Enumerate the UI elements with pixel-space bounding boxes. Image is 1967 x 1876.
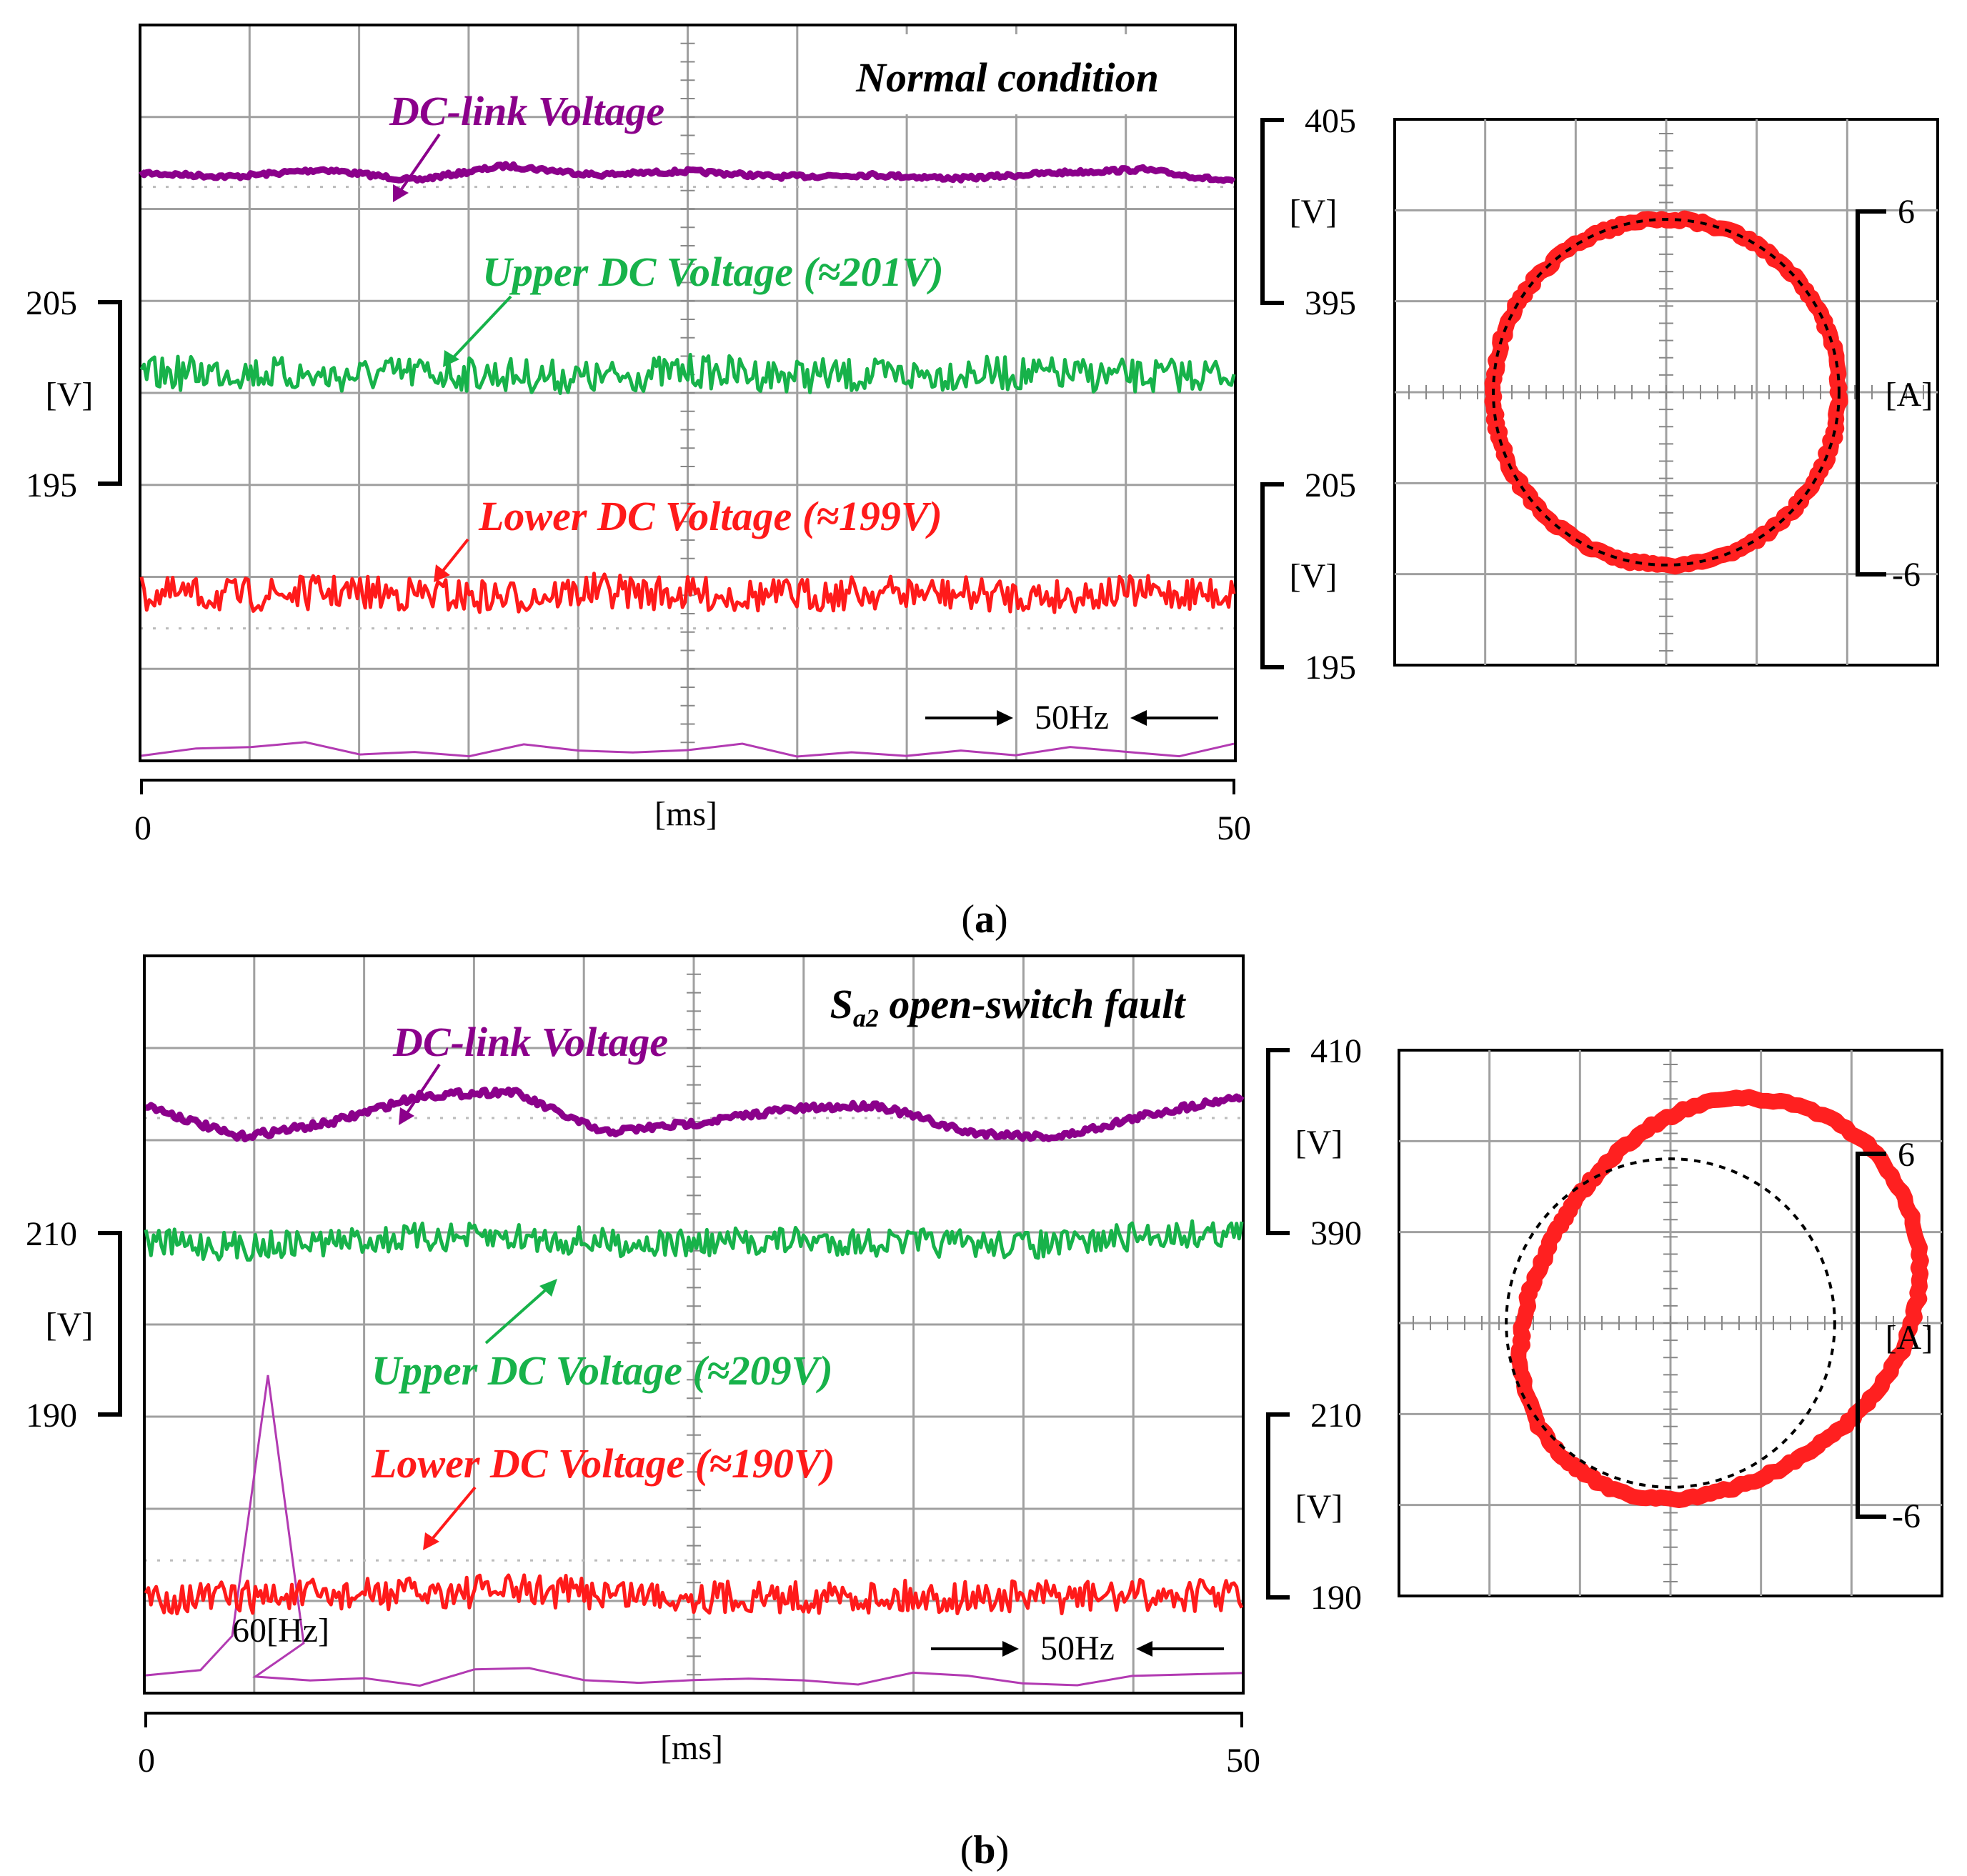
panel-a-right-scale-top-min: 395 xyxy=(1305,284,1356,322)
panel-a: Normal condition DC-link Voltage Upper D… xyxy=(26,24,1939,942)
panel-a-upper-line xyxy=(139,352,1236,395)
panel-b-frequency-marker: 50Hz xyxy=(931,1630,1224,1667)
panel-b-current-plot xyxy=(1398,1049,1943,1597)
panel-a-dclink-label: DC-link Voltage xyxy=(389,88,664,134)
panel-a-caption: (a) xyxy=(961,897,1007,942)
panel-b-dclink-line xyxy=(145,1086,1245,1143)
panel-a-spectrum-trace xyxy=(141,741,1235,758)
panel-a-scope-frame xyxy=(139,24,1237,762)
panel-a-right-scale-bottom-max: 205 xyxy=(1305,466,1356,504)
panel-b-dclink-trace xyxy=(145,1086,1245,1143)
panel-b-lower-arrow xyxy=(427,1486,477,1545)
panel-a-lower-arrowhead xyxy=(434,564,450,582)
panel-b-dclink-label: DC-link Voltage xyxy=(392,1019,668,1065)
panel-a-spectrum-line xyxy=(141,741,1235,758)
panel-b: Sa2 open-switch fault DC-link Voltage Up… xyxy=(26,954,1943,1872)
panel-a-right-scale-bottom: 205 [V] 195 xyxy=(1260,466,1356,687)
panel-b-current-scale-top: 6 xyxy=(1898,1136,1915,1174)
panel-b-time-axis: 0 [ms] 50 xyxy=(138,1712,1260,1780)
panel-b-right-scale-top: 410 [V] 390 xyxy=(1266,1032,1362,1252)
panel-a-dclink-arrowhead xyxy=(393,184,409,202)
panel-b-spike-label: 60[Hz] xyxy=(232,1612,329,1650)
panel-a-current-scale-top: 6 xyxy=(1898,193,1915,231)
panel-a-condition-box xyxy=(799,34,1227,114)
panel-b-upper-line xyxy=(144,1219,1244,1262)
panel-b-scope-frame xyxy=(143,954,1245,1695)
panel-b-right-scale-bottom: 210 [V] 190 xyxy=(1266,1397,1362,1617)
panel-b-time-unit: [ms] xyxy=(660,1729,723,1767)
panel-a-left-scale-top: 205 xyxy=(26,284,77,322)
panel-b-lower-label: Lower DC Voltage (≈190V) xyxy=(371,1440,835,1487)
panel-a-condition-label: Normal condition xyxy=(855,54,1159,101)
panel-a-left-scale-unit: [V] xyxy=(46,376,94,414)
panel-b-caption: (b) xyxy=(960,1828,1009,1872)
panel-a-dclink-trace xyxy=(139,161,1236,185)
panel-b-time-end: 50 xyxy=(1226,1742,1260,1780)
panel-a-right-scale-top: 405 [V] 395 xyxy=(1260,102,1356,322)
panel-a-lower-line xyxy=(139,572,1236,614)
panel-b-frequency-label: 50Hz xyxy=(1040,1630,1115,1667)
panel-a-upper-trace xyxy=(139,352,1236,395)
panel-b-dclink-arrowhead xyxy=(399,1107,414,1125)
panel-b-lower-line xyxy=(144,1573,1244,1616)
panel-b-current-scale: 6 [A] -6 xyxy=(1856,1136,1933,1535)
panel-a-left-scale-bottom: 195 xyxy=(26,466,77,504)
panel-b-lower-trace xyxy=(144,1573,1244,1616)
panel-b-left-scale-bottom: 190 xyxy=(26,1397,77,1435)
panel-b-left-scale-top: 210 xyxy=(26,1215,77,1253)
panel-a-frequency-label: 50Hz xyxy=(1035,699,1109,737)
panel-a-time-end: 50 xyxy=(1217,809,1251,847)
panel-a-left-scale: 205 [V] 195 xyxy=(26,284,122,504)
panel-b-current-scale-bottom: -6 xyxy=(1892,1497,1921,1535)
panel-b-time-start: 0 xyxy=(138,1742,155,1780)
panel-b-right-scale-top-unit: [V] xyxy=(1295,1124,1343,1162)
panel-a-current-scale: 6 [A] -6 xyxy=(1856,193,1933,594)
panel-a-lower-label: Lower DC Voltage (≈199V) xyxy=(478,493,942,539)
panel-b-dclink-arrow xyxy=(402,1063,441,1119)
panel-b-upper-label: Upper DC Voltage (≈209V) xyxy=(372,1347,833,1394)
panel-b-right-scale-bottom-min: 190 xyxy=(1310,1579,1362,1617)
panel-a-lower-arrow xyxy=(438,538,469,577)
panel-a-scope-grid xyxy=(140,24,1235,762)
panel-b-current-scale-unit: [A] xyxy=(1886,1319,1933,1357)
panel-b-upper-trace xyxy=(144,1219,1244,1262)
panel-b-lower-arrowhead xyxy=(423,1532,439,1550)
panel-b-current-reference-circle xyxy=(1505,1157,1836,1489)
panel-a-upper-label: Upper DC Voltage (≈201V) xyxy=(482,249,944,295)
panel-a-current-reference-circle xyxy=(1492,218,1841,567)
panel-b-right-scale-bottom-max: 210 xyxy=(1310,1397,1362,1435)
panel-b-right-scale-top-min: 390 xyxy=(1310,1214,1362,1252)
panel-b-upper-arrowhead xyxy=(539,1279,557,1297)
panel-b-condition-label: Sa2 open-switch fault xyxy=(830,981,1187,1032)
panel-a-current-plot xyxy=(1393,118,1939,667)
panel-b-spectrum-trace xyxy=(145,1374,1243,1687)
panel-a-time-start: 0 xyxy=(134,809,151,847)
panel-a-time-unit: [ms] xyxy=(654,795,717,833)
panel-a-right-scale-top-max: 405 xyxy=(1305,102,1356,140)
panel-a-lower-trace xyxy=(139,572,1236,614)
panel-b-current-trajectory xyxy=(1510,1089,1929,1508)
panel-a-upper-arrowhead xyxy=(443,350,459,367)
panel-a-right-scale-bottom-unit: [V] xyxy=(1290,557,1338,595)
panel-b-right-scale-bottom-unit: [V] xyxy=(1295,1488,1343,1526)
panel-a-current-scale-bottom: -6 xyxy=(1892,556,1921,594)
panel-a-upper-arrow xyxy=(449,295,512,362)
panel-a-dclink-line xyxy=(139,161,1236,185)
panel-b-left-scale-unit: [V] xyxy=(46,1306,94,1344)
panel-b-left-scale: 210 [V] 190 xyxy=(26,1215,122,1435)
panel-a-dclink-arrow xyxy=(395,133,441,198)
panel-b-upper-arrow xyxy=(484,1284,552,1344)
panel-a-right-scale-top-unit: [V] xyxy=(1290,193,1338,231)
panel-a-current-scale-unit: [A] xyxy=(1886,376,1933,414)
panel-b-spectrum-line xyxy=(145,1374,1243,1687)
panel-a-time-axis: 0 [ms] 50 xyxy=(134,779,1251,847)
panel-a-frequency-marker: 50Hz xyxy=(925,699,1218,737)
panel-b-right-scale-top-max: 410 xyxy=(1310,1032,1362,1070)
panel-a-right-scale-bottom-min: 195 xyxy=(1305,649,1356,687)
